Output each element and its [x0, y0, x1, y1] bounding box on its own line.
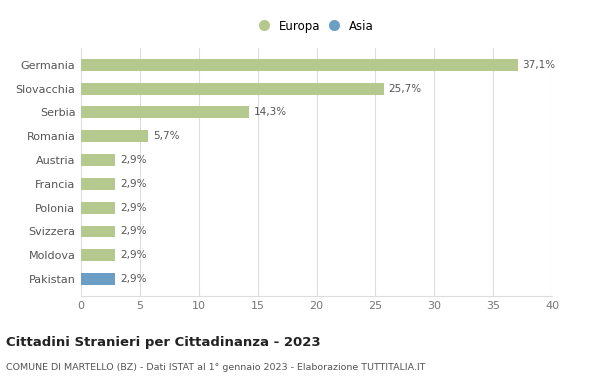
Text: 5,7%: 5,7%	[153, 131, 179, 141]
Text: 2,9%: 2,9%	[120, 179, 146, 189]
Bar	[81, 273, 115, 285]
Text: 14,3%: 14,3%	[254, 108, 287, 117]
Text: COMUNE DI MARTELLO (BZ) - Dati ISTAT al 1° gennaio 2023 - Elaborazione TUTTITALI: COMUNE DI MARTELLO (BZ) - Dati ISTAT al …	[6, 363, 425, 372]
Bar	[81, 106, 250, 118]
Bar	[81, 178, 115, 190]
Bar	[81, 226, 115, 238]
Text: 25,7%: 25,7%	[388, 84, 421, 93]
Text: 2,9%: 2,9%	[120, 155, 146, 165]
Text: Cittadini Stranieri per Cittadinanza - 2023: Cittadini Stranieri per Cittadinanza - 2…	[6, 336, 320, 349]
Text: 2,9%: 2,9%	[120, 226, 146, 236]
Bar	[81, 59, 518, 71]
Bar	[81, 154, 115, 166]
Bar	[81, 202, 115, 214]
Text: 2,9%: 2,9%	[120, 250, 146, 260]
Bar	[81, 249, 115, 261]
Bar	[81, 82, 383, 95]
Text: 2,9%: 2,9%	[120, 203, 146, 213]
Text: 37,1%: 37,1%	[523, 60, 556, 70]
Text: 2,9%: 2,9%	[120, 274, 146, 284]
Legend: Europa, Asia: Europa, Asia	[256, 16, 377, 36]
Bar	[81, 130, 148, 142]
